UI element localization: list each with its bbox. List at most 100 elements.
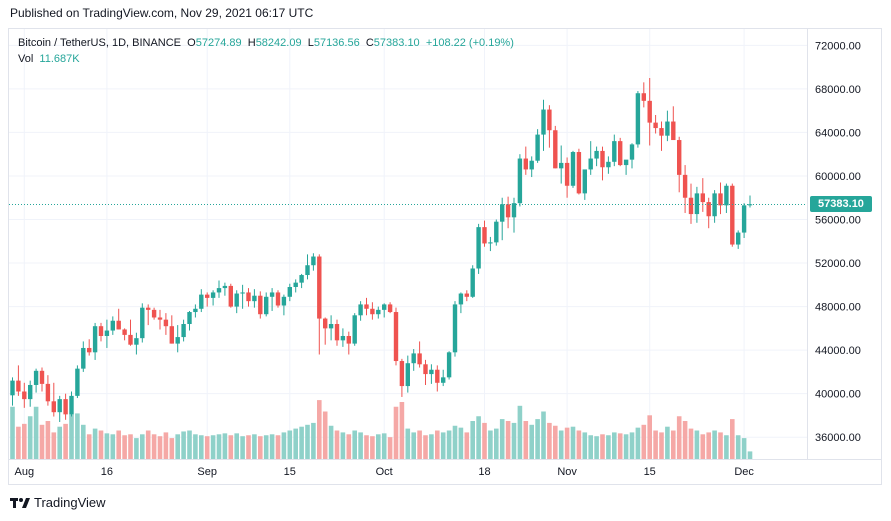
volume-bar — [169, 438, 175, 459]
last-price-tag: 57383.10 — [810, 196, 872, 213]
volume-bar — [98, 430, 104, 459]
volume-bar — [39, 424, 45, 459]
volume-bar — [659, 432, 664, 459]
price-tick-label: 44000.00 — [815, 345, 861, 357]
candle-body — [157, 317, 163, 320]
volume-bar — [193, 434, 198, 459]
time-axis[interactable] — [8, 460, 882, 485]
volume-bar — [328, 425, 334, 459]
candle-body — [193, 308, 198, 313]
volume-bar — [594, 436, 599, 459]
price-tick-label: 60000.00 — [815, 171, 861, 183]
volume-bar — [352, 430, 357, 459]
candle-body — [323, 318, 328, 329]
candle-body — [39, 370, 45, 384]
volume-bar — [163, 432, 169, 459]
candle-body — [452, 304, 458, 353]
candle-body — [724, 185, 729, 206]
candle-body — [258, 295, 263, 315]
chart-legend: Bitcoin / TetherUS, 1D, BINANCE O57274.8… — [18, 35, 514, 67]
volume-bar — [317, 400, 322, 459]
price-axis[interactable] — [808, 28, 882, 460]
candle-body — [187, 312, 192, 325]
volume-bar — [558, 430, 564, 459]
candle-body — [228, 285, 233, 307]
candle-body — [252, 295, 257, 302]
time-tick-label: Nov — [557, 466, 577, 478]
volume-bar — [287, 430, 293, 459]
candle-body — [311, 256, 316, 266]
volume-bar — [234, 433, 239, 459]
volume-bar — [376, 434, 381, 459]
volume-bar — [187, 430, 192, 459]
candle-body — [45, 383, 51, 402]
volume-bar — [647, 415, 652, 459]
candle-body — [494, 221, 499, 243]
volume-bar — [104, 433, 110, 459]
volume-bar — [63, 423, 68, 459]
volume-bar — [51, 432, 57, 459]
time-tick-label: Sep — [197, 466, 217, 478]
candle-body — [671, 121, 676, 141]
price-tick-label: 40000.00 — [815, 389, 861, 401]
volume-bar — [381, 433, 387, 459]
volume-bar — [151, 434, 157, 459]
candle-body — [92, 326, 98, 353]
candle-body — [140, 307, 145, 339]
candle-body — [63, 399, 68, 415]
candle-body — [134, 338, 139, 345]
candle-body — [582, 169, 587, 194]
volume-bar — [694, 430, 700, 459]
candle-body — [429, 369, 434, 375]
volume-bar — [529, 424, 534, 459]
candle-body — [51, 401, 56, 413]
candle-body — [199, 294, 204, 309]
volume-bar — [446, 430, 452, 459]
candle-body — [370, 308, 375, 315]
volume-bar — [405, 428, 411, 459]
candle-body — [293, 282, 298, 287]
candle-body — [694, 193, 700, 215]
volume-bar — [145, 430, 151, 459]
candle-body — [647, 100, 652, 123]
volume-value: 11.687K — [39, 53, 80, 65]
candle-body — [210, 292, 216, 298]
candle-body — [364, 304, 369, 309]
tradingview-logo[interactable]: TradingView — [10, 495, 106, 510]
volume-bar — [81, 424, 86, 459]
candle-body — [523, 158, 528, 170]
volume-bar — [724, 435, 729, 459]
candle-body — [287, 287, 292, 297]
candle-body — [69, 395, 74, 415]
volume-bar — [741, 438, 747, 459]
candle-body — [10, 380, 15, 396]
price-tick-label: 52000.00 — [815, 258, 861, 270]
candle-body — [328, 324, 334, 329]
volume-bar — [16, 426, 21, 459]
candle-body — [399, 361, 405, 387]
candle-body — [81, 347, 86, 369]
chart-pane[interactable] — [8, 28, 808, 460]
candle-body — [688, 197, 694, 215]
candle-body — [612, 141, 617, 162]
volume-bar — [464, 432, 470, 459]
volume-bar — [712, 430, 717, 459]
candle-body — [570, 152, 576, 186]
candle-body — [736, 232, 741, 245]
volume-bar — [140, 434, 145, 459]
candle-body — [346, 335, 351, 344]
volume-bar — [210, 435, 216, 459]
volume-bar — [33, 406, 39, 459]
volume-bar — [606, 435, 611, 459]
candle-body — [175, 337, 180, 344]
close-label: C — [365, 37, 374, 49]
candle-body — [269, 292, 275, 297]
volume-bar — [75, 413, 80, 459]
volume-bar — [252, 434, 257, 459]
candle-body — [517, 158, 523, 204]
volume-bar — [346, 434, 352, 459]
volume-bar — [399, 402, 405, 459]
candle-body — [682, 174, 688, 198]
volume-bar — [635, 427, 641, 459]
